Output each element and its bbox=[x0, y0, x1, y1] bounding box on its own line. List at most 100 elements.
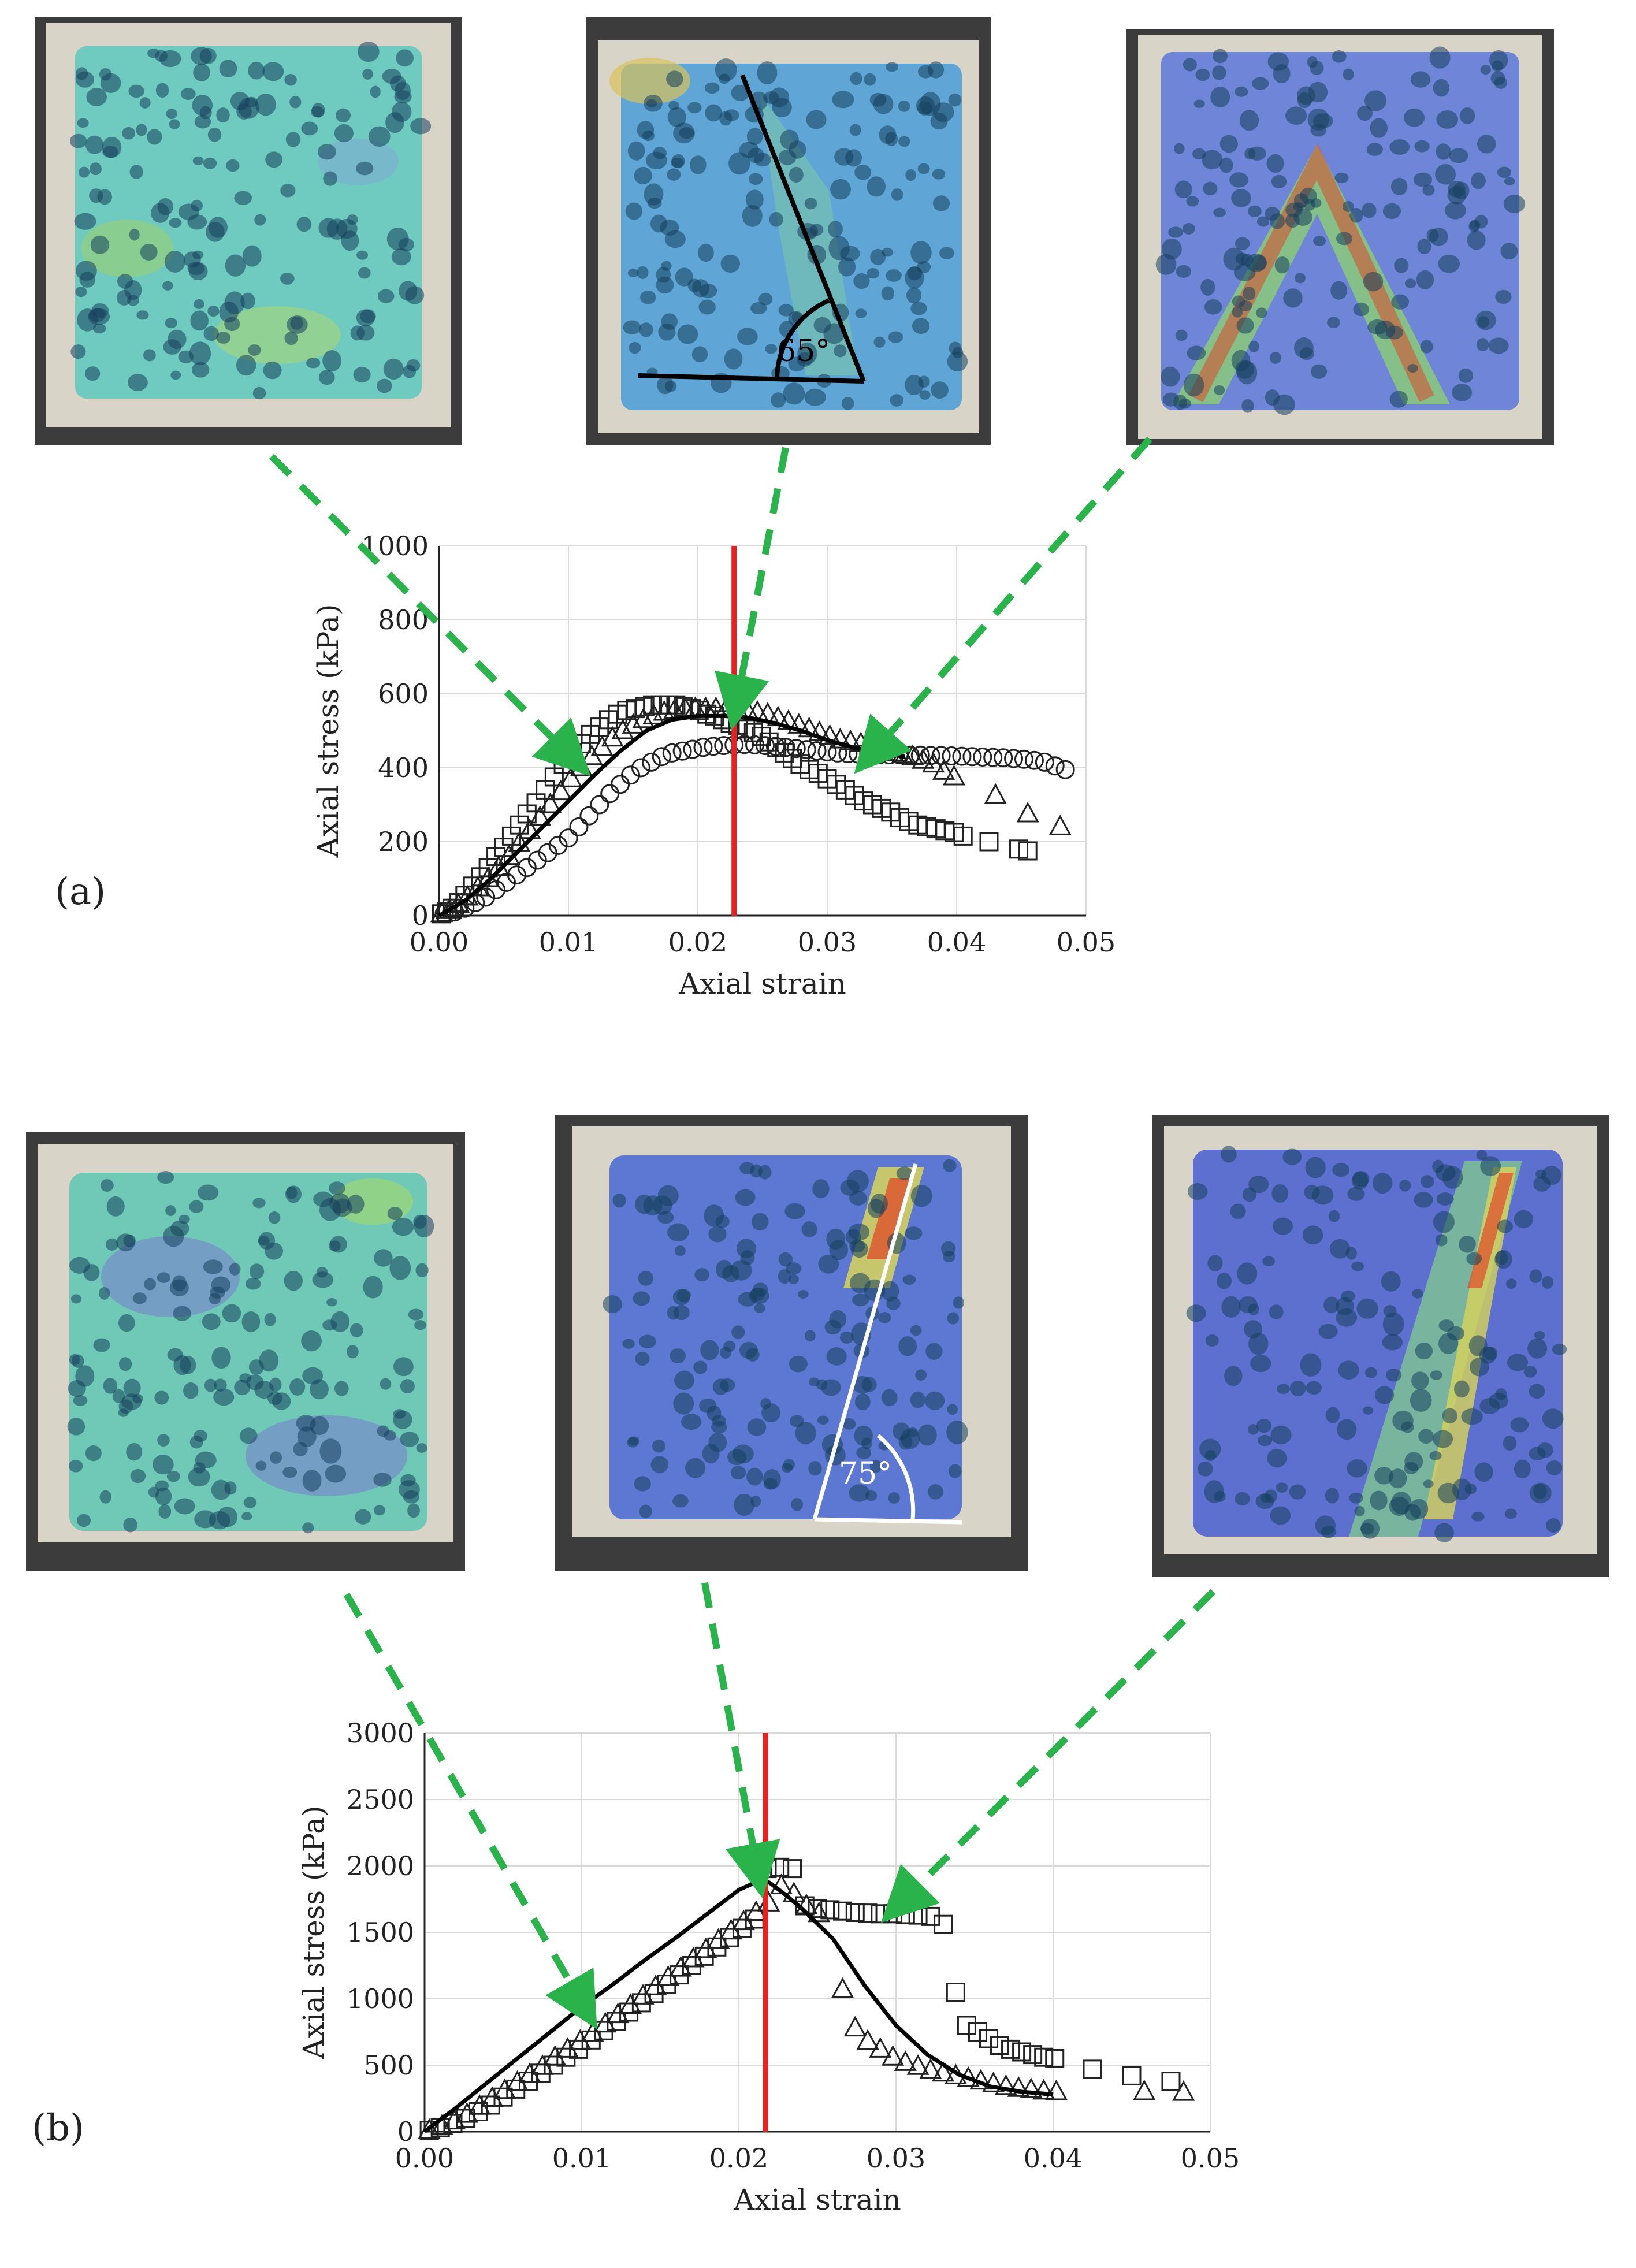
speckle-dot bbox=[396, 49, 414, 67]
x-tick-label: 0.05 bbox=[1057, 927, 1116, 958]
speckle-dot bbox=[1304, 1185, 1320, 1200]
speckle-dot bbox=[1500, 243, 1518, 260]
speckle-dot bbox=[1375, 320, 1396, 340]
square-point bbox=[871, 1904, 890, 1924]
speckle-dot bbox=[403, 1490, 420, 1504]
speckle-dot bbox=[785, 1262, 802, 1275]
speckle-dot bbox=[370, 85, 381, 98]
speckle-dot bbox=[824, 1319, 842, 1335]
speckle-dot bbox=[123, 1378, 141, 1398]
square-point bbox=[979, 2029, 998, 2048]
speckle-dot bbox=[1442, 1166, 1463, 1189]
speckle-dot bbox=[1283, 288, 1303, 308]
speckle-dot bbox=[326, 1298, 337, 1307]
speckle-dot bbox=[898, 1336, 917, 1356]
speckle-dot bbox=[1265, 389, 1280, 406]
speckle-dot bbox=[302, 1522, 314, 1534]
triangle-point bbox=[984, 783, 1007, 804]
speckle-dot bbox=[198, 1184, 219, 1201]
speckle-dot bbox=[356, 161, 374, 176]
speckle-dot bbox=[673, 1305, 690, 1321]
speckle-dot bbox=[362, 68, 373, 80]
speckle-dot bbox=[886, 269, 902, 282]
speckle-dot bbox=[265, 151, 282, 168]
speckle-dot bbox=[216, 332, 231, 344]
circle-point bbox=[600, 784, 620, 804]
speckle-dot bbox=[382, 69, 401, 84]
speckle-dot bbox=[356, 250, 369, 260]
triangle-point bbox=[481, 2086, 504, 2107]
square-point bbox=[1023, 2045, 1043, 2065]
triangle-point bbox=[642, 704, 665, 724]
speckle-dot bbox=[1420, 340, 1433, 354]
speckle-dot bbox=[849, 1239, 865, 1253]
speckle-dot bbox=[285, 1185, 302, 1203]
square-point bbox=[895, 1905, 915, 1924]
speckle-dot bbox=[263, 361, 282, 380]
speckle-dot bbox=[1357, 106, 1373, 121]
speckle-dot bbox=[1529, 1482, 1552, 1504]
speckle-dot bbox=[881, 247, 894, 257]
circle-point bbox=[994, 748, 1013, 768]
speckle-dot bbox=[1342, 200, 1354, 213]
speckle-dot bbox=[83, 1264, 100, 1281]
speckle-dot bbox=[720, 1347, 732, 1359]
speckle-dot bbox=[1410, 1389, 1432, 1412]
circle-point bbox=[952, 746, 972, 766]
speckle-dot bbox=[169, 218, 182, 228]
speckle-dot bbox=[225, 254, 246, 277]
y-tick-label: 600 bbox=[378, 678, 429, 709]
speckle-dot bbox=[132, 1393, 143, 1403]
speckle-dot bbox=[1435, 1234, 1448, 1247]
speckle-dot bbox=[241, 1512, 252, 1521]
circle-point bbox=[931, 746, 951, 765]
speckle-dot bbox=[1448, 180, 1466, 198]
speckle-dot bbox=[699, 1398, 717, 1414]
speckle-dot bbox=[751, 1213, 769, 1231]
speckle-dot bbox=[1256, 1418, 1272, 1433]
speckle-dot bbox=[1479, 1397, 1500, 1415]
speckle-dot bbox=[1305, 1157, 1326, 1178]
model-curve bbox=[438, 713, 905, 918]
speckle-dot bbox=[1436, 1192, 1454, 1206]
speckle-dot bbox=[1229, 172, 1248, 188]
speckle-dot bbox=[1162, 392, 1180, 407]
speckle-dot bbox=[167, 1348, 183, 1362]
speckle-dot bbox=[1464, 1484, 1477, 1494]
speckle-dot bbox=[1363, 272, 1384, 292]
speckle-dot bbox=[676, 1289, 691, 1302]
square-point bbox=[908, 1905, 928, 1925]
speckle-dot bbox=[672, 1494, 689, 1508]
speckle-dot bbox=[130, 1468, 146, 1484]
speckle-dot bbox=[325, 1464, 347, 1483]
speckle-dot bbox=[666, 70, 683, 88]
speckle-dot bbox=[1266, 154, 1285, 173]
square-point bbox=[953, 826, 973, 846]
speckle-dot bbox=[912, 318, 930, 334]
speckle-dot bbox=[749, 173, 763, 185]
speckle-dot bbox=[827, 221, 843, 237]
speckle-dot bbox=[377, 378, 392, 393]
speckle-dot bbox=[398, 237, 414, 252]
speckle-dot bbox=[1183, 373, 1204, 397]
speckle-dot bbox=[852, 1375, 872, 1394]
horizontal-reference-line-a bbox=[638, 373, 864, 384]
speckle-dot bbox=[1389, 139, 1410, 155]
speckle-dot bbox=[1461, 1408, 1483, 1425]
speckle-dot bbox=[127, 374, 148, 391]
speckle-dot bbox=[77, 308, 98, 332]
speckle-dot bbox=[136, 310, 149, 320]
square-point bbox=[782, 1859, 802, 1879]
speckle-dot bbox=[1503, 194, 1526, 213]
speckle-dot bbox=[393, 1410, 412, 1429]
speckle-dot bbox=[893, 1422, 910, 1440]
speckle-dot bbox=[74, 213, 96, 230]
speckle-dot bbox=[948, 1464, 962, 1478]
speckle-dot bbox=[781, 1463, 793, 1473]
speckle-dot bbox=[207, 305, 220, 317]
circle-point bbox=[631, 758, 650, 778]
speckle-dot bbox=[236, 355, 256, 376]
speckle-dot bbox=[126, 1442, 143, 1461]
speckle-dot bbox=[1415, 1342, 1433, 1360]
speckle-dot bbox=[1418, 1429, 1434, 1444]
